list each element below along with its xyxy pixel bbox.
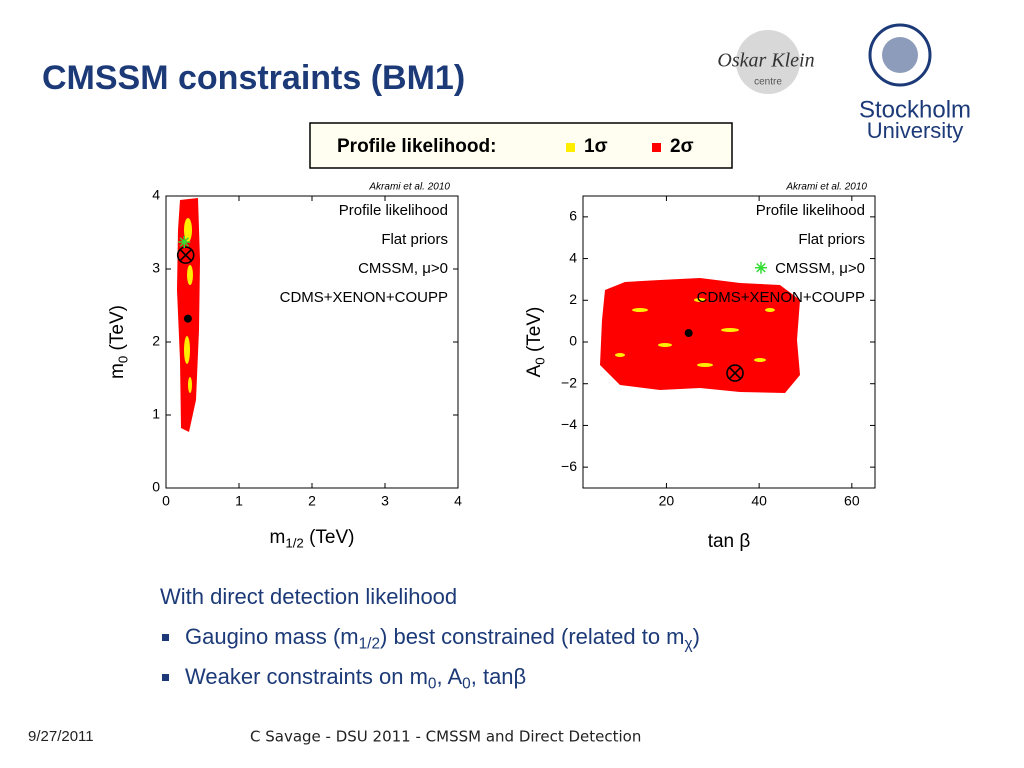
credit: Akrami et al. 2010 bbox=[368, 182, 450, 193]
subscript: 0 bbox=[428, 676, 437, 693]
y-tick-label: 6 bbox=[569, 208, 577, 224]
subscript: 0 bbox=[532, 357, 547, 364]
annotation: CDMS+XENON+COUPP bbox=[280, 289, 448, 306]
marker-part bbox=[179, 237, 190, 247]
marker-otimes bbox=[726, 364, 744, 382]
bullet-intro: With direct detection likelihood bbox=[160, 584, 457, 609]
bullet-marker bbox=[162, 674, 169, 681]
subscript: 0 bbox=[462, 676, 471, 693]
x-tick-label: 2 bbox=[308, 493, 316, 509]
x-axis-label: m1/2 (TeV) bbox=[269, 527, 354, 550]
annotation: Profile likelihood bbox=[756, 202, 865, 219]
text-part: Gaugino mass (m bbox=[185, 624, 359, 649]
text-part: m bbox=[269, 527, 285, 548]
su-logo-text: Stockholm bbox=[859, 96, 971, 123]
marker-part bbox=[756, 262, 766, 273]
marker-part bbox=[726, 364, 744, 382]
footer-text: C Savage - DSU 2011 - CMSSM and Direct D… bbox=[250, 728, 641, 746]
title: CMSSM constraints (BM1) bbox=[42, 59, 465, 97]
footer-date: 9/27/2011 bbox=[28, 728, 94, 745]
legend-box bbox=[309, 122, 733, 169]
text-part: A bbox=[524, 364, 545, 377]
text-part: (TeV) bbox=[524, 307, 545, 358]
credit: Akrami et al. 2010 bbox=[785, 182, 867, 193]
y-tick-label: 1 bbox=[152, 406, 160, 422]
y-tick-label: −6 bbox=[561, 458, 577, 474]
x-tick-label: 1 bbox=[235, 493, 243, 509]
y-axis-label: A0 (TeV) bbox=[524, 307, 547, 378]
legend-label: Profile likelihood: bbox=[337, 136, 496, 157]
likelihood-core bbox=[184, 218, 193, 393]
legend-swatch bbox=[566, 143, 575, 152]
marker-part bbox=[728, 366, 742, 380]
text-part: Weaker constraints on m bbox=[185, 664, 428, 689]
y-tick-label: 0 bbox=[152, 479, 160, 495]
y-tick-label: 4 bbox=[569, 249, 577, 265]
x-tick-label: 3 bbox=[381, 493, 389, 509]
x-tick-label: 60 bbox=[844, 493, 860, 509]
likelihood-region bbox=[600, 278, 800, 393]
subscript: 0 bbox=[115, 356, 130, 363]
text-part: ) best constrained (related to m bbox=[380, 624, 684, 649]
marker-part bbox=[176, 246, 195, 264]
annotation: CDMS+XENON+COUPP bbox=[697, 289, 865, 306]
text-part: tan β bbox=[708, 531, 751, 552]
bullet-text: Gaugino mass (m1/2) best constrained (re… bbox=[185, 624, 700, 653]
bullet-text: Weaker constraints on m0, A0, tanβ bbox=[185, 664, 526, 693]
text-part: , A bbox=[436, 664, 462, 689]
subscript: χ bbox=[685, 636, 693, 653]
annotation: CMSSM, μ>0 bbox=[775, 260, 865, 277]
x-tick-label: 4 bbox=[454, 493, 462, 509]
okc-logo-disc bbox=[736, 30, 800, 94]
text-part: m bbox=[107, 363, 128, 379]
annotation: Flat priors bbox=[381, 231, 448, 248]
su-crest bbox=[868, 23, 932, 87]
text-part: (TeV) bbox=[107, 305, 128, 356]
su-crest-center bbox=[882, 37, 918, 73]
y-tick-label: −4 bbox=[561, 416, 577, 432]
marker-part bbox=[179, 248, 192, 262]
marker-otimes bbox=[176, 246, 195, 264]
x-tick-label: 20 bbox=[659, 493, 675, 509]
text-part: ) bbox=[693, 624, 700, 649]
annotation: Profile likelihood bbox=[339, 202, 448, 219]
legend-swatch bbox=[652, 143, 661, 152]
y-tick-label: 0 bbox=[569, 333, 577, 349]
su-logo-text: University bbox=[867, 118, 964, 143]
y-tick-label: 4 bbox=[152, 187, 160, 203]
marker-dot bbox=[684, 329, 693, 338]
y-tick-label: 3 bbox=[152, 260, 160, 276]
text-part: (TeV) bbox=[304, 527, 355, 548]
okc-logo-text: Oskar Klein bbox=[717, 50, 814, 72]
y-tick-label: −2 bbox=[561, 374, 577, 390]
likelihood-core bbox=[615, 298, 775, 367]
legend-item: 1σ bbox=[584, 136, 608, 157]
y-tick-label: 2 bbox=[152, 333, 160, 349]
bullet-marker bbox=[162, 634, 169, 641]
marker-part bbox=[183, 314, 192, 323]
marker-dot bbox=[183, 314, 192, 323]
marker-star bbox=[754, 261, 767, 274]
annotation: CMSSM, μ>0 bbox=[358, 260, 448, 277]
annotation: Flat priors bbox=[798, 231, 865, 248]
x-axis-label: tan β bbox=[708, 531, 751, 552]
y-axis-label: m0 (TeV) bbox=[107, 305, 130, 379]
legend-item: 2σ bbox=[670, 136, 694, 157]
x-tick-label: 0 bbox=[162, 493, 170, 509]
subscript: 1/2 bbox=[285, 535, 304, 550]
y-tick-label: 2 bbox=[569, 291, 577, 307]
text-part: , tanβ bbox=[471, 664, 526, 689]
marker-star bbox=[178, 235, 191, 248]
x-tick-label: 40 bbox=[751, 493, 767, 509]
marker-part bbox=[684, 329, 693, 338]
subscript: 1/2 bbox=[359, 636, 380, 653]
okc-logo-sub: centre bbox=[754, 77, 782, 88]
